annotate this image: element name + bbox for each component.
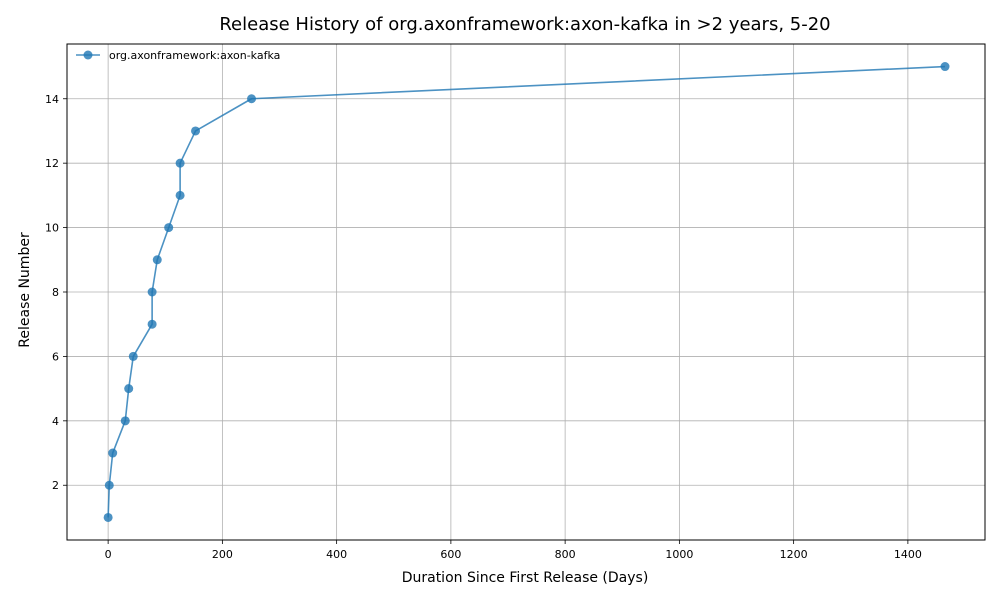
y-tick-label: 12 (45, 157, 59, 170)
y-tick-label: 2 (52, 479, 59, 492)
data-point (104, 480, 114, 490)
y-tick-label: 14 (45, 93, 59, 106)
y-tick-label: 4 (52, 415, 59, 428)
data-point (120, 416, 130, 426)
x-tick-label: 600 (440, 548, 461, 561)
x-tick-label: 800 (555, 548, 576, 561)
data-point (175, 190, 185, 200)
x-tick-label: 1400 (894, 548, 922, 561)
data-point (175, 158, 185, 168)
x-tick-label: 1200 (780, 548, 808, 561)
y-tick-label: 6 (52, 350, 59, 363)
legend: org.axonframework:axon-kafka (76, 49, 280, 62)
x-tick-label: 400 (326, 548, 347, 561)
y-tick-label: 8 (52, 286, 59, 299)
data-point (152, 255, 162, 265)
x-tick-label: 200 (212, 548, 233, 561)
data-point (124, 384, 134, 394)
legend-entry-label: org.axonframework:axon-kafka (109, 49, 280, 62)
data-point (103, 512, 113, 522)
series-layer (103, 62, 950, 522)
data-point (247, 94, 257, 104)
y-axis-label: Release Number (17, 232, 33, 348)
legend-marker-swatch (83, 50, 93, 60)
x-axis-label: Duration Since First Release (Days) (402, 570, 649, 586)
grid-lines (67, 44, 985, 540)
data-point (191, 126, 201, 136)
chart-title: Release History of org.axonframework:axo… (219, 14, 830, 35)
y-tick-label: 10 (45, 222, 59, 235)
data-point (147, 319, 157, 329)
x-tick-label: 0 (105, 548, 112, 561)
data-point (940, 62, 950, 72)
x-tick-label: 1000 (665, 548, 693, 561)
axis-ticks: 0 200 400 600 800 1000 1200 1400 2 4 6 8 10 12 14 (45, 93, 922, 561)
data-point (128, 351, 138, 361)
data-point (147, 287, 157, 297)
data-point (164, 223, 174, 233)
data-point (108, 448, 118, 458)
